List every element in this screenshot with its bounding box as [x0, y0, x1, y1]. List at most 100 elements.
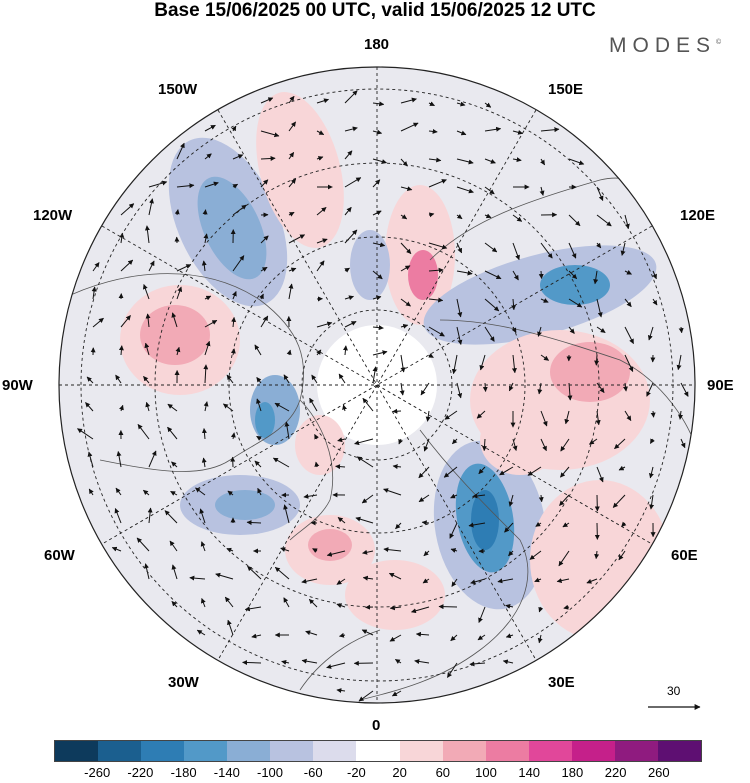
wind-vector — [226, 374, 234, 384]
wind-vector — [246, 520, 262, 526]
label-lon-180: 180 — [364, 36, 390, 53]
wind-vector — [400, 323, 409, 329]
wind-vector — [558, 550, 570, 567]
wind-vector — [400, 354, 406, 373]
wind-vector — [372, 242, 386, 248]
wind-vector — [145, 313, 151, 328]
wind-vector — [148, 450, 157, 468]
wind-vector — [372, 158, 387, 164]
wind-vector — [344, 321, 357, 328]
wind-vector — [224, 596, 234, 608]
wind-vector — [256, 435, 262, 441]
wind-vector — [443, 466, 458, 478]
wind-vector — [272, 457, 290, 468]
wind-vector — [449, 522, 458, 539]
wind-vector — [361, 629, 374, 636]
colorbar-tick-label: -60 — [303, 765, 323, 780]
wind-vector — [344, 295, 354, 301]
wind-vector — [596, 466, 604, 483]
wind-vector — [257, 487, 262, 496]
wind-vector — [358, 690, 374, 702]
colorbar-swatch — [98, 741, 142, 761]
wind-vector — [623, 382, 628, 392]
wind-vector — [400, 214, 408, 220]
colorbar-tick-label: 100 — [475, 765, 497, 780]
wind-vector — [312, 548, 318, 553]
wind-vector — [195, 487, 206, 496]
map-title: Base 15/06/2025 00 UTC, valid 15/06/2025… — [154, 0, 596, 21]
wind-vector — [438, 604, 458, 610]
wind-vector — [451, 354, 458, 375]
wind-vector — [497, 578, 514, 584]
wind-vector — [260, 315, 269, 328]
wind-vector — [612, 494, 626, 508]
wind-vector — [316, 98, 329, 104]
wind-vector — [260, 266, 268, 272]
wind-vector — [372, 350, 388, 356]
wind-vector — [540, 438, 547, 452]
wind-vector — [176, 286, 183, 300]
wind-vector — [326, 550, 346, 557]
wind-vector — [400, 242, 412, 254]
wind-vector — [476, 410, 486, 419]
wind-vector — [594, 354, 600, 366]
wind-vector — [288, 267, 297, 273]
wind-vector — [564, 410, 570, 425]
wind-vector — [512, 214, 523, 222]
wind-vector — [400, 186, 413, 192]
wind-vector — [596, 326, 606, 334]
wind-vector — [504, 522, 514, 533]
colorbar-swatch — [528, 741, 572, 761]
wind-vector — [316, 207, 327, 216]
wind-vector — [472, 493, 486, 499]
wind-vector — [680, 382, 689, 397]
wind-vector — [372, 270, 383, 280]
wind-vector — [400, 298, 411, 307]
wind-vector — [314, 434, 319, 440]
wind-vector — [568, 326, 575, 334]
wind-vector — [422, 578, 430, 584]
wind-vector — [201, 428, 207, 440]
coastlines — [59, 177, 695, 701]
wind-vector — [227, 490, 234, 496]
wind-vector — [415, 631, 430, 637]
wind-vector — [260, 97, 274, 104]
wind-vector — [560, 438, 570, 452]
wind-vector — [256, 377, 262, 384]
wind-vector — [389, 634, 402, 642]
wind-vector — [508, 382, 514, 392]
wind-vector — [568, 298, 583, 308]
wind-vector — [145, 401, 151, 412]
wind-vector — [336, 603, 346, 609]
meridian-120w-60e — [101, 225, 653, 545]
wind-vector — [242, 660, 262, 666]
colorbar-tick-label: 220 — [604, 765, 627, 780]
wind-vector — [470, 578, 486, 585]
wind-vector — [120, 315, 131, 328]
wind-vector — [254, 460, 262, 468]
wind-vector — [356, 456, 374, 468]
wind-vector — [288, 151, 295, 160]
wind-vector — [395, 522, 402, 530]
wind-vector — [316, 321, 333, 328]
wind-vector — [251, 633, 262, 639]
wind-vector — [456, 382, 463, 399]
wind-vector — [354, 438, 374, 446]
label-lon-90e: 90E — [707, 377, 734, 394]
wind-vector — [484, 326, 495, 342]
wind-vector — [539, 186, 545, 196]
label-lon-30e: 30E — [548, 674, 575, 691]
wind-vector — [232, 204, 247, 216]
wind-vector — [502, 659, 514, 665]
wind-vector — [560, 466, 570, 478]
wind-vector — [456, 158, 474, 165]
wind-vector — [344, 90, 358, 104]
wind-vector — [456, 326, 463, 345]
wind-vector — [586, 578, 598, 584]
anomaly-negative-labrador-core — [215, 490, 275, 520]
wind-vector — [456, 186, 474, 194]
wind-vector — [400, 265, 411, 272]
wind-vector — [362, 397, 374, 412]
wind-vector — [418, 466, 430, 479]
wind-vector — [338, 373, 346, 384]
